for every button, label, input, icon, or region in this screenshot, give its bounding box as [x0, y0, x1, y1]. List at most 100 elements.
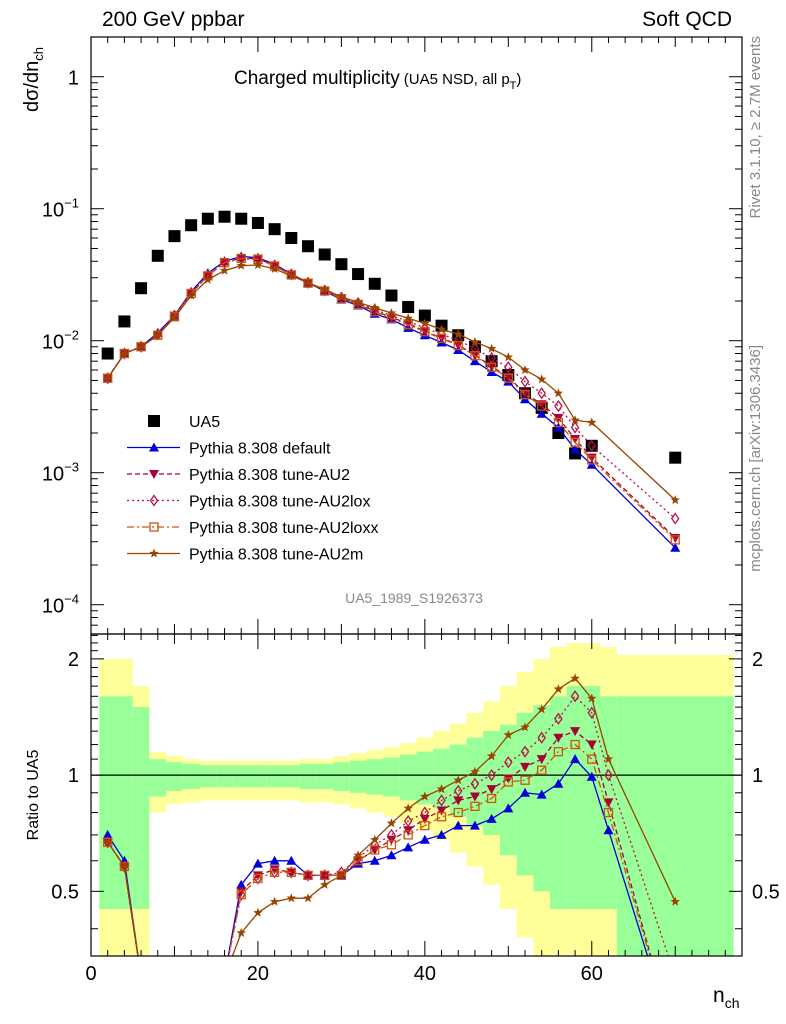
data-point-default [670, 542, 681, 552]
data-point-data [251, 216, 264, 229]
y-tick-label-base: 10 [42, 200, 64, 222]
data-point-au2lox [670, 512, 680, 525]
data-point-au2m [236, 260, 246, 270]
ratio-point-default [419, 834, 430, 844]
uncertainty-band-inner [182, 763, 200, 790]
data-point-data [235, 212, 248, 225]
data-point-au2m [470, 336, 480, 346]
data-point-au2loxx [403, 320, 413, 330]
legend-marker [149, 470, 159, 479]
ratio-panel-frame [90, 633, 743, 957]
ratio-point-default [236, 879, 247, 889]
analysis-id: UA5_1989_S1926373 [345, 590, 483, 606]
data-point-default [469, 356, 480, 366]
data-point-au2loxx [537, 401, 547, 411]
y-tick-label-base: 1 [68, 68, 79, 90]
data-point-data [335, 258, 348, 271]
ratio-point-au2lox [570, 690, 580, 703]
legend-label: Pythia 8.308 tune-AU2m [189, 547, 363, 564]
ratio-point-default [469, 820, 480, 830]
ratio-point-au2lox [470, 777, 480, 790]
data-point-au2loxx [503, 373, 513, 383]
ratio-point-au2loxx [503, 777, 513, 787]
y-tick-label-exp: −2 [64, 328, 79, 343]
data-point-data [402, 301, 415, 314]
data-point-au2m [336, 291, 347, 301]
uncertainty-band-inner [399, 754, 417, 801]
data-point-data [352, 268, 365, 281]
ratio-point-default [520, 787, 530, 797]
data-point-au2loxx [453, 340, 463, 351]
ratio-point-au2m [102, 837, 113, 847]
legend-label: Pythia 8.308 tune-AU2loxx [189, 520, 378, 537]
ratio-point-au2m [303, 893, 313, 903]
ratio-point-default [369, 855, 380, 865]
main-y-label-text: dσ/dn [21, 61, 43, 112]
data-point-au2m [553, 388, 564, 398]
data-point-au2m [253, 260, 263, 269]
ratio-point-au2lox [303, 869, 313, 882]
data-point-data [268, 223, 281, 236]
ratio-point-au2m [453, 775, 463, 785]
data-point-au2lox [403, 315, 413, 328]
ratio-plot-area [91, 642, 742, 956]
data-point-au2 [486, 362, 497, 372]
main-title-sub: (UA5 NSD, all p [404, 71, 510, 88]
ratio-point-default [386, 850, 397, 860]
ratio-y-tick-label: 0.5 [51, 881, 79, 903]
uncertainty-band-inner [149, 759, 167, 797]
data-point-data [368, 277, 381, 290]
legend: UA5 Pythia 8.308 default Pythia 8.308 tune… [127, 414, 378, 564]
legend-marker [149, 442, 159, 452]
legend-marker [149, 548, 159, 558]
ratio-y-tick-label-right: 1 [752, 765, 763, 787]
ratio-point-au2loxx [403, 830, 413, 840]
main-x-ticks [90, 37, 743, 634]
ratio-point-default [603, 825, 614, 835]
uncertainty-band-inner [416, 751, 434, 805]
ratio-point-default [586, 771, 597, 781]
ratio-point-au2lox [604, 768, 613, 782]
header-left: 200 GeV ppbar [102, 8, 244, 31]
ratio-point-au2 [586, 740, 597, 750]
ratio-point-au2m [253, 907, 263, 917]
data-point-au2m [286, 270, 297, 280]
ratio-point-au2lox [270, 866, 279, 879]
data-point-au2m [587, 417, 597, 427]
ratio-y-tick-label: 2 [68, 649, 79, 671]
ratio-point-default [453, 820, 464, 830]
y-tick-label: 10−4 [42, 592, 79, 618]
y-tick-label: 1 [68, 68, 79, 90]
data-point-au2loxx [520, 390, 530, 400]
main-title-sub-close: ) [516, 71, 521, 88]
data-point-au2lox [520, 375, 530, 388]
uncertainty-band-inner [316, 763, 334, 790]
ratio-point-au2m [236, 928, 246, 937]
y-tick-label-base: 10 [42, 596, 64, 618]
data-point-au2m [319, 284, 330, 294]
data-point-data [418, 309, 431, 322]
uncertainty-band-inner [616, 696, 734, 956]
ratio-point-au2lox [554, 712, 563, 725]
ratio-y-tick-label-right: 2 [752, 649, 763, 671]
data-point-au2lox [470, 342, 480, 355]
series-au2m [102, 260, 680, 505]
data-point-au2m [520, 365, 530, 375]
ratio-point-au2m [386, 818, 397, 828]
data-point-au2m [536, 374, 547, 384]
ratio-line-au2m [107, 677, 676, 956]
main-title-text: Charged multiplicity [234, 68, 400, 89]
ratio-series-au2m [102, 673, 680, 956]
data-point-au2 [570, 435, 581, 445]
legend-item-default: Pythia 8.308 default [127, 441, 331, 458]
ratio-point-au2loxx [453, 807, 463, 818]
uncertainty-band-inner [266, 765, 283, 788]
main-plot-area [101, 210, 682, 552]
ratio-point-default [486, 813, 497, 823]
data-point-au2m [453, 329, 463, 339]
uncertainty-band-inner [249, 765, 267, 788]
main-y-label: dσ/dnch [21, 47, 46, 112]
ratio-point-au2 [503, 774, 514, 784]
ratio-point-au2lox [487, 768, 496, 782]
ratio-x-axis: 0 20 40 60 [85, 634, 743, 985]
